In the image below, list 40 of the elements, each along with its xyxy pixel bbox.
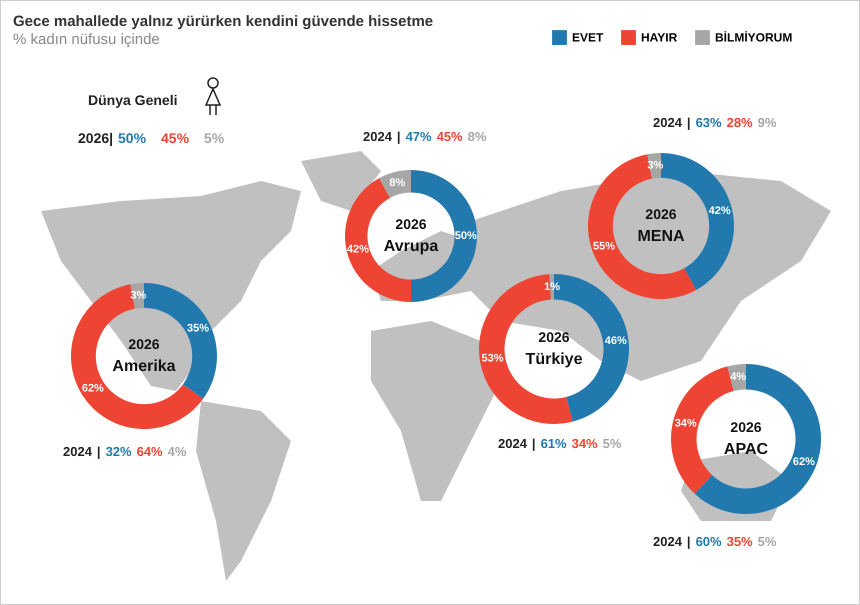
text: Gece mahallede yalnız yürürken kendini güvende hissetme (13, 13, 434, 30)
text: 2026 (730, 419, 762, 435)
text: % kadın nüfusu içinde (13, 31, 160, 48)
data-label: 55% (592, 240, 616, 253)
text: MENA (637, 228, 685, 245)
text: 2026| (78, 130, 114, 147)
legend-label: BİLMİYORUM (715, 30, 792, 45)
data-label: 1% (544, 280, 560, 293)
donut-slice (588, 154, 696, 299)
legend-label: HAYIR (641, 30, 678, 45)
data-label: 46% (604, 335, 627, 348)
text: 2026 (128, 336, 160, 352)
text: Türkiye (526, 351, 583, 368)
data-label: 8% (389, 176, 406, 189)
data-label: 34% (674, 418, 697, 430)
data-label: 50% (454, 230, 477, 242)
text: Avrupa (384, 238, 438, 255)
text: 45% (161, 130, 190, 146)
text: 2026 (538, 329, 570, 345)
text: Dünya Geneli (88, 92, 178, 108)
data-label: 35% (186, 322, 210, 334)
text: 2024 | 47% 45% 8% (363, 129, 486, 144)
text: Amerika (112, 358, 176, 375)
data-label: 42% (708, 204, 731, 217)
donut-slice (694, 364, 821, 514)
data-label: 42% (346, 244, 370, 256)
text: 2024 | 61% 34% 5% (498, 436, 622, 451)
text: 2024 | 32% 64% 4% (63, 444, 186, 459)
text: 2026 (395, 216, 427, 232)
text: 5% (204, 130, 225, 146)
data-label: 62% (82, 382, 104, 394)
data-label: 4% (730, 371, 746, 384)
text: APAC (724, 441, 769, 458)
legend-label: EVET (572, 30, 604, 45)
text: 50% (118, 130, 147, 146)
text: 2024 | 60% 35% 5% (653, 534, 776, 549)
text: 2026 (645, 206, 677, 222)
data-label: 62% (792, 456, 816, 468)
text: 2024 | 63% 28% 9% (653, 115, 776, 130)
data-label: 53% (482, 352, 504, 365)
